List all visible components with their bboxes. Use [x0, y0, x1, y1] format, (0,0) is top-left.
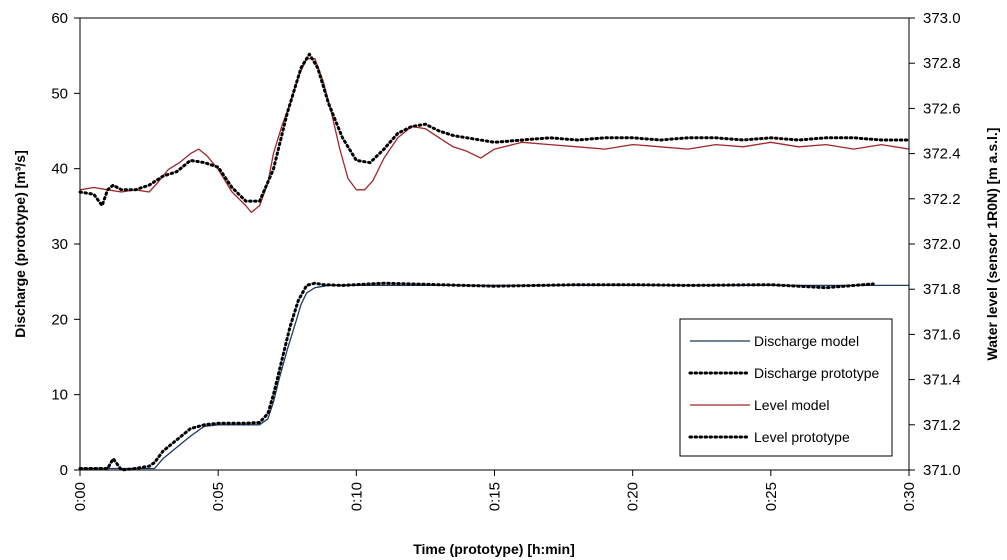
y2-tick-label: 372.6 — [923, 100, 961, 117]
y2-axis-title: Water level (sensor 1R0N) [m a.s.l.] — [984, 128, 1000, 361]
y2-tick-label: 371.2 — [923, 417, 961, 434]
legend-label: Discharge model — [754, 333, 859, 349]
legend-label: Level model — [754, 397, 830, 413]
y-tick-label: 0 — [60, 462, 68, 479]
y-tick-label: 20 — [51, 311, 68, 328]
y-tick-label: 50 — [51, 85, 68, 102]
x-tick-label: 0:15 — [487, 482, 504, 511]
x-tick-label: 0:25 — [763, 482, 780, 511]
x-tick-label: 0:20 — [625, 482, 642, 511]
y2-tick-label: 372.0 — [923, 236, 961, 253]
y2-tick-label: 372.8 — [923, 55, 961, 72]
y-axis-title: Discharge (prototype) [m³/s] — [12, 150, 28, 337]
y2-tick-label: 372.4 — [923, 146, 961, 163]
y2-tick-label: 371.8 — [923, 281, 961, 298]
y2-tick-label: 372.2 — [923, 191, 961, 208]
y-tick-label: 30 — [51, 236, 68, 253]
x-tick-label: 0:30 — [901, 482, 918, 511]
x-tick-label: 0:05 — [210, 482, 227, 511]
series-line — [79, 58, 910, 214]
y2-tick-label: 371.0 — [923, 462, 961, 479]
y-tick-label: 40 — [51, 161, 68, 178]
series-line — [80, 284, 909, 470]
legend-label: Level prototype — [754, 429, 850, 445]
series-line — [78, 281, 875, 472]
legend-label: Discharge prototype — [754, 365, 880, 381]
series-layer — [78, 52, 911, 472]
series-line — [78, 52, 911, 208]
x-tick-label: 0:00 — [72, 482, 89, 511]
legend-box — [679, 318, 893, 457]
ticks-layer: 0 10 20 30 40 50 60 371.0 371.2 371.4 371.6 371.8 37… — [51, 10, 960, 511]
legend: Discharge model Discharge prototype Level … — [679, 318, 893, 457]
y2-tick-label: 371.6 — [923, 326, 961, 343]
y-tick-label: 60 — [51, 10, 68, 27]
y-tick-label: 10 — [51, 387, 68, 404]
x-axis-title: Time (prototype) [h:min] — [413, 541, 575, 557]
y2-tick-label: 371.4 — [923, 372, 961, 389]
x-tick-label: 0:10 — [348, 482, 365, 511]
y2-tick-label: 373.0 — [923, 10, 961, 27]
